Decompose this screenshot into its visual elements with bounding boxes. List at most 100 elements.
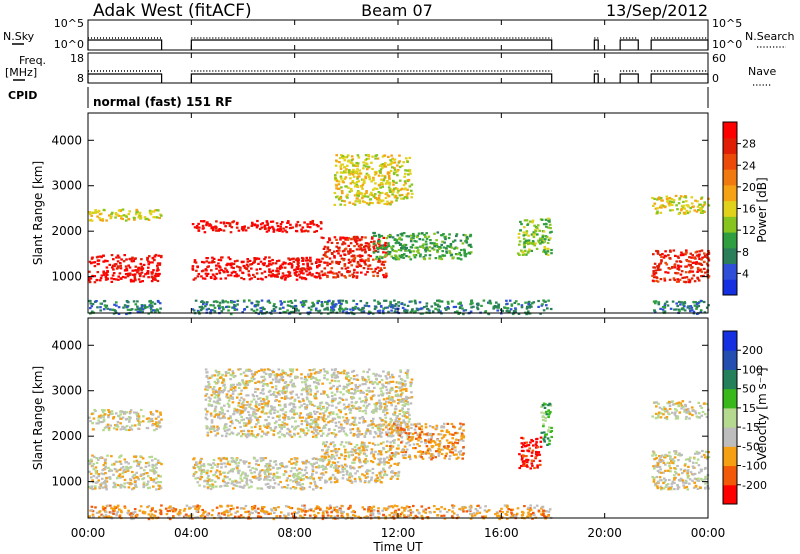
range-gate-cell (287, 270, 290, 273)
range-gate-cell (410, 396, 414, 399)
range-gate-cell (406, 304, 410, 307)
range-gate-cell (347, 375, 350, 378)
range-gate-cell (141, 308, 145, 311)
range-gate-cell (235, 226, 239, 229)
range-gate-cell (363, 304, 367, 307)
range-gate-cell (194, 277, 197, 280)
range-gate-cell (379, 451, 383, 454)
range-gate-cell (541, 303, 544, 306)
range-gate-cell (274, 388, 278, 391)
range-gate-cell (528, 248, 531, 251)
range-gate-cell (205, 393, 209, 396)
range-gate-cell (199, 458, 202, 462)
range-gate-cell (279, 480, 282, 484)
range-gate-cell (269, 409, 272, 412)
range-gate-cell (269, 459, 272, 462)
range-gate-cell (264, 483, 268, 486)
range-gate-cell (265, 311, 269, 314)
range-gate-cell (248, 434, 251, 437)
range-gate-cell (386, 200, 389, 203)
range-gate-cell (196, 309, 200, 312)
range-gate-cell (328, 262, 332, 265)
range-gate-cell (370, 180, 373, 183)
range-gate-cell (332, 455, 335, 458)
range-gate-cell (275, 273, 279, 276)
range-gate-cell (121, 465, 125, 469)
range-gate-cell (351, 404, 354, 407)
range-gate-cell (152, 277, 155, 280)
range-gate-cell (379, 199, 382, 202)
range-gate-cell (306, 265, 310, 268)
range-gate-cell (313, 480, 317, 483)
range-gate-cell (154, 471, 158, 474)
range-gate-cell (327, 271, 330, 274)
range-gate-cell (223, 413, 226, 416)
range-gate-cell (314, 434, 318, 437)
range-gate-cell (433, 232, 436, 235)
range-gate-cell (143, 469, 146, 472)
range-gate-cell (255, 423, 258, 426)
range-gate-cell (410, 189, 413, 192)
range-gate-cell (472, 305, 475, 308)
range-gate-cell (543, 249, 546, 252)
range-gate-cell (290, 264, 294, 267)
range-gate-cell (209, 412, 213, 415)
range-gate-cell (89, 302, 93, 305)
range-gate-cell (348, 479, 352, 483)
range-gate-cell (135, 211, 138, 214)
range-gate-cell (391, 380, 395, 383)
range-gate-cell (393, 414, 397, 417)
range-gate-cell (259, 400, 263, 403)
range-gate-cell (205, 308, 209, 311)
range-gate-cell (689, 305, 693, 308)
range-gate-cell (233, 300, 236, 303)
range-gate-cell (504, 306, 507, 309)
range-gate-cell (651, 279, 655, 282)
range-gate-cell (397, 238, 401, 241)
range-gate-cell (90, 219, 94, 222)
range-gate-cell (421, 238, 425, 241)
range-gate-cell (374, 172, 378, 175)
range-gate-cell (210, 375, 214, 378)
range-gate-cell (310, 430, 314, 433)
range-gate-cell (300, 230, 304, 233)
range-gate-cell (98, 415, 101, 418)
range-gate-cell (382, 307, 385, 310)
range-gate-cell (224, 371, 228, 374)
range-gate-cell (106, 260, 109, 263)
range-gate-cell (309, 260, 312, 263)
range-gate-cell (97, 416, 101, 419)
range-gate-cell (695, 307, 698, 310)
range-gate-cell (343, 177, 347, 181)
range-gate-cell (298, 467, 301, 470)
range-gate-cell (352, 423, 356, 427)
range-gate-cell (251, 414, 254, 417)
range-gate-cell (373, 240, 376, 243)
range-gate-cell (220, 412, 223, 415)
range-gate-cell (400, 164, 404, 167)
range-gate-cell (293, 472, 297, 476)
range-gate-cell (347, 441, 351, 444)
range-gate-cell (419, 253, 422, 256)
range-gate-cell (371, 167, 374, 171)
range-gate-cell (125, 425, 129, 428)
range-gate-cell (288, 273, 291, 276)
range-gate-cell (400, 232, 404, 235)
range-gate-cell (130, 260, 134, 263)
range-gate-cell (343, 203, 347, 207)
range-gate-cell (127, 462, 130, 465)
range-gate-cell (293, 466, 297, 470)
range-gate-cell (425, 237, 429, 240)
range-gate-cell (675, 308, 678, 311)
range-gate-cell (104, 460, 107, 463)
range-gate-cell (231, 432, 235, 435)
range-gate-cell (330, 374, 334, 377)
range-gate-cell (241, 226, 244, 229)
range-gate-cell (371, 442, 375, 445)
range-gate-cell (664, 271, 667, 274)
range-gate-cell (311, 376, 315, 379)
range-gate-cell (347, 456, 351, 459)
range-gate-cell (364, 176, 368, 179)
range-gate-cell (236, 221, 239, 224)
range-gate-cell (436, 308, 440, 311)
